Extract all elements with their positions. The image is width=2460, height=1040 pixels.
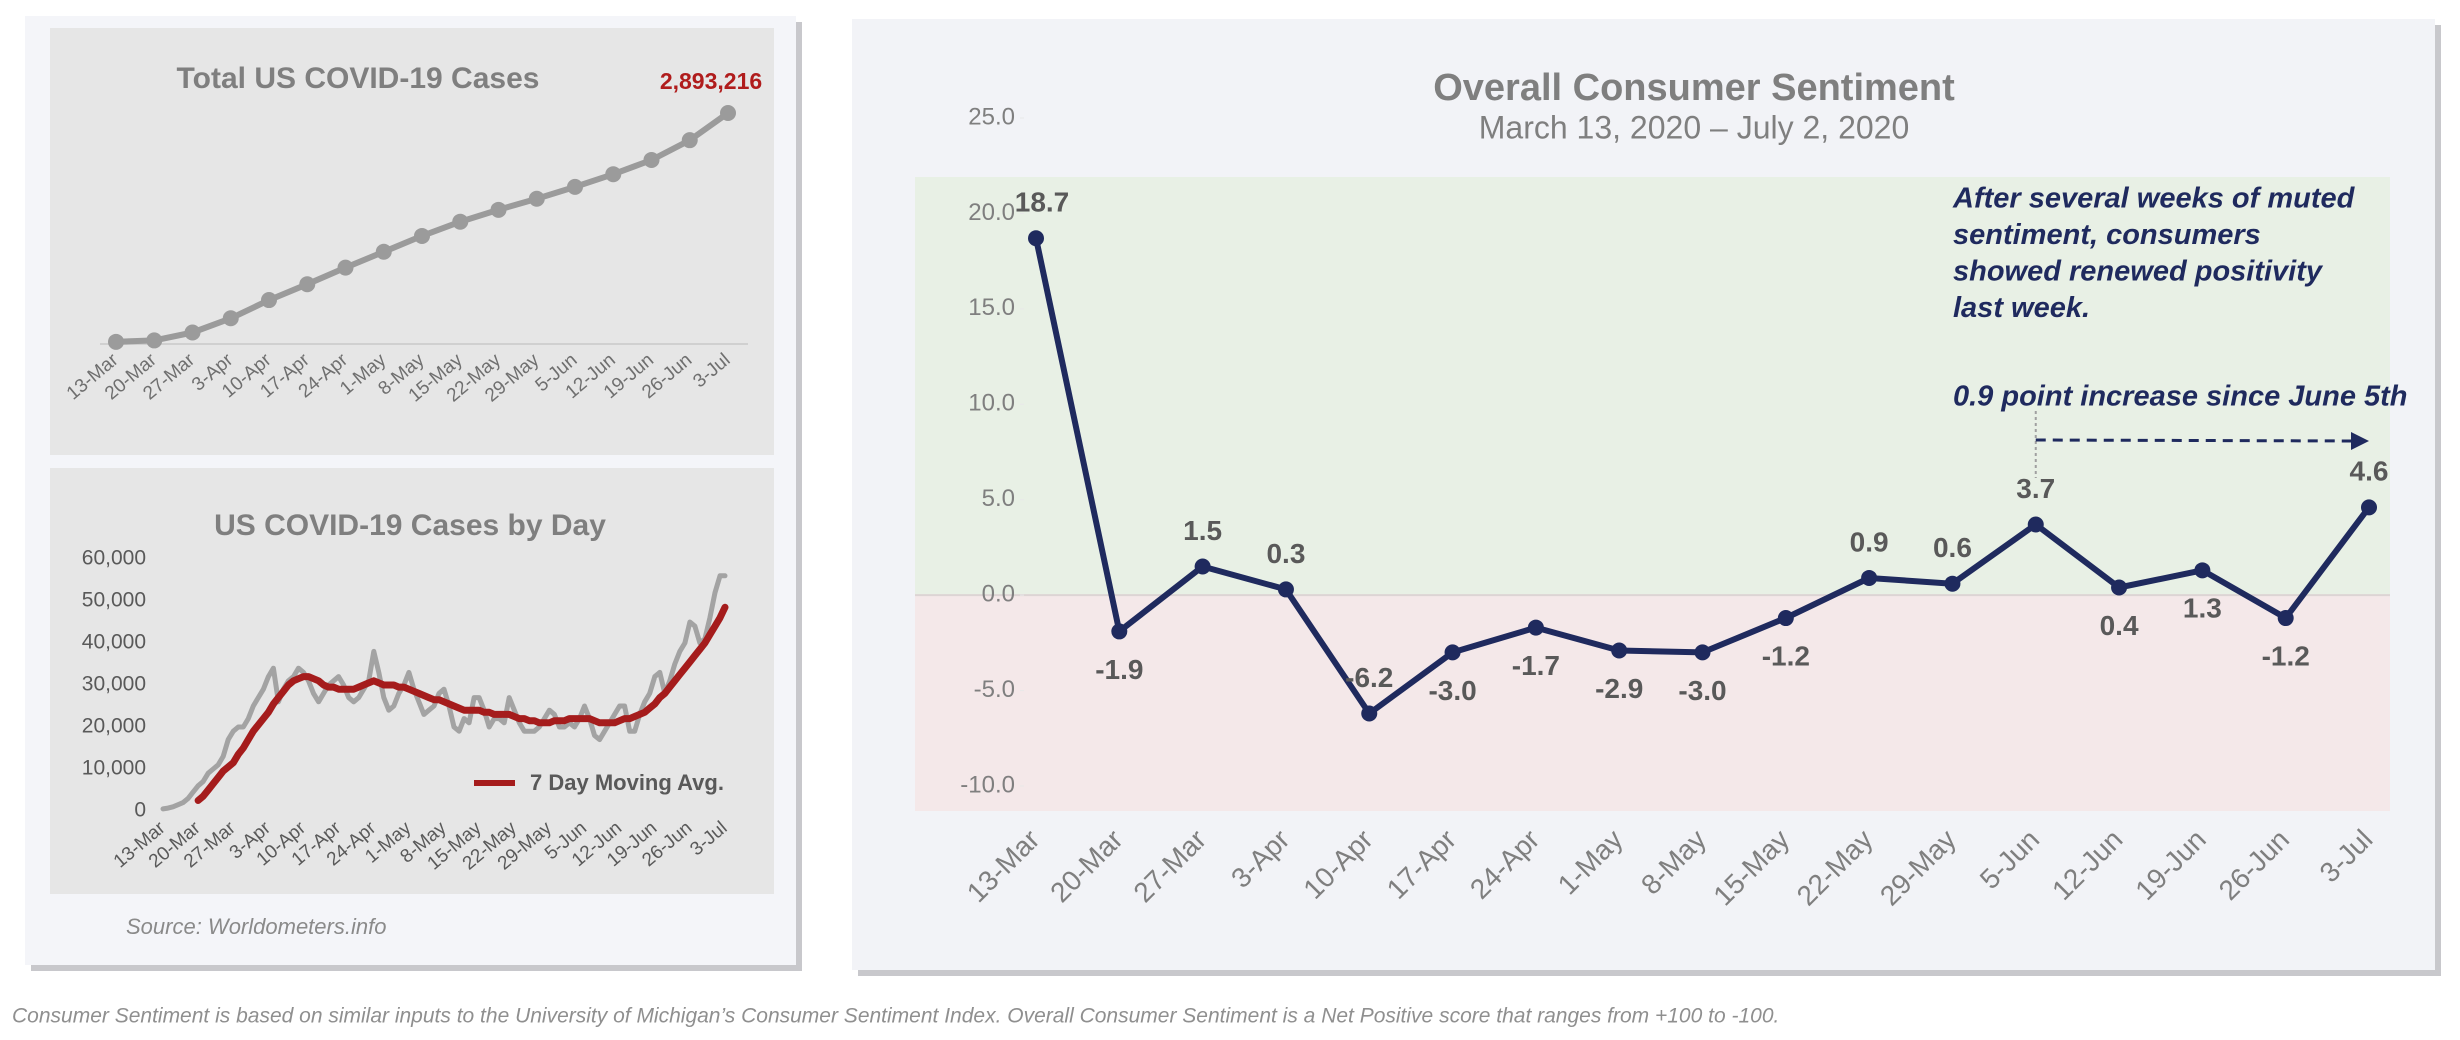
y-tick-label: 50,000 [82, 589, 146, 612]
chart-title: Total US COVID-19 Cases [177, 62, 540, 95]
y-tick-label: -5.0 [974, 676, 1015, 703]
point [1611, 642, 1628, 659]
y-tick-label: 40,000 [82, 631, 146, 654]
point [261, 292, 277, 309]
point [643, 151, 660, 168]
point [184, 324, 201, 341]
value-label: -1.7 [1512, 650, 1560, 681]
value-label: 4.6 [2350, 456, 2389, 487]
y-tick-label: 20,000 [82, 715, 146, 738]
point [1694, 644, 1711, 661]
point [2111, 579, 2128, 596]
value-label: 18.7 [1015, 187, 1070, 218]
value-label: -3.0 [1428, 675, 1476, 706]
point [490, 201, 507, 218]
point [2194, 562, 2211, 579]
point [299, 276, 316, 293]
point [337, 259, 354, 276]
point [1527, 619, 1544, 636]
point [222, 310, 239, 327]
arrow-head [2351, 432, 2369, 450]
y-tick-label: 10,000 [82, 757, 146, 780]
value-label: -6.2 [1345, 662, 1393, 693]
y-tick-label: 15.0 [968, 294, 1015, 321]
point [452, 213, 469, 230]
value-label: 3.7 [2016, 473, 2055, 504]
point [1861, 569, 1878, 586]
chart-title: US COVID-19 Cases by Day [214, 509, 606, 542]
point [414, 227, 430, 244]
value-label: -1.2 [1762, 640, 1810, 671]
point [567, 178, 583, 195]
callout-arrow [2035, 438, 2358, 443]
y-tick-label: -10.0 [960, 771, 1015, 798]
point [681, 132, 698, 149]
point [2027, 516, 2044, 533]
point [375, 243, 392, 260]
point [1361, 705, 1378, 722]
value-label: 0.9 [1850, 526, 1889, 557]
point [1944, 575, 1961, 592]
point [605, 166, 622, 183]
point [146, 332, 163, 349]
value-label: 1.5 [1183, 515, 1222, 546]
y-tick-label: 30,000 [82, 673, 146, 696]
y-tick-label: 5.0 [982, 485, 1015, 512]
value-label: 0.4 [2100, 610, 2139, 641]
value-label: -1.2 [2262, 640, 2310, 671]
legend-label: 7 Day Moving Avg. [530, 770, 724, 795]
point [2277, 610, 2294, 627]
point [720, 105, 736, 121]
point [1111, 623, 1128, 640]
annotation: showed renewed positivity [1953, 256, 2324, 288]
annotation: sentiment, consumers [1953, 219, 2261, 251]
annotation: After several weeks of muted [1952, 183, 2356, 215]
point [1028, 230, 1044, 247]
positive-band [915, 177, 2390, 596]
point [528, 190, 545, 207]
footnote: Consumer Sentiment is based on similar i… [12, 1005, 1779, 1028]
source: Source: Worldometers.info [126, 914, 386, 939]
value-label: -3.0 [1678, 675, 1726, 706]
value-label: 1.3 [2183, 593, 2222, 624]
y-tick-label: 20.0 [968, 199, 1015, 226]
y-tick-label: 25.0 [968, 103, 1015, 130]
value-label: 0.3 [1266, 538, 1305, 569]
value-label: -2.9 [1595, 673, 1643, 704]
annotation: last week. [1953, 292, 2090, 324]
negative-band [915, 595, 2390, 811]
chart-subtitle: March 13, 2020 – July 2, 2020 [1479, 109, 1910, 145]
y-tick-label: 0.0 [982, 580, 1015, 607]
y-tick-label: 0 [134, 799, 146, 822]
y-tick-label: 10.0 [968, 390, 1015, 417]
point [1777, 610, 1794, 627]
value-label: 2,893,216 [660, 68, 762, 94]
y-tick-label: 60,000 [82, 547, 146, 570]
point [108, 333, 124, 350]
value-label: 0.6 [1933, 532, 1972, 563]
series-line [160, 573, 728, 812]
point [1444, 644, 1461, 661]
chart-title: Overall Consumer Sentiment [1433, 67, 1955, 109]
callout: 0.9 point increase since June 5th [1953, 381, 2408, 413]
series-line [194, 603, 729, 804]
point [1277, 581, 1294, 598]
point [2361, 499, 2377, 516]
point [1194, 558, 1211, 575]
value-label: -1.9 [1095, 654, 1143, 685]
